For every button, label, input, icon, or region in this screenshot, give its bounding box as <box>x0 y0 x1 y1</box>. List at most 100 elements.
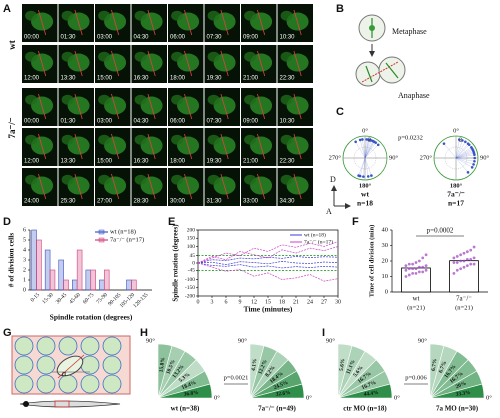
polar-ray <box>364 139 370 159</box>
spindle-axis <box>257 173 266 200</box>
spindle-axis <box>184 93 193 120</box>
timestamp: 09:00 <box>243 35 259 41</box>
cell <box>171 10 184 21</box>
cell <box>98 174 111 185</box>
cell <box>244 10 257 21</box>
data-point <box>462 251 466 255</box>
row-label: wt <box>7 40 17 50</box>
y-tick-label: -150 <box>185 285 195 291</box>
x-tick-label: 120-135 <box>132 292 149 309</box>
timestamp: 04:30 <box>134 35 150 41</box>
spindle-axis <box>184 133 193 160</box>
y-tick-label: 0 <box>192 260 195 266</box>
metaphase-cell <box>358 14 386 42</box>
pie-title: wt (n=38) <box>171 405 200 413</box>
pie-title: 7a MO (n=30) <box>436 405 479 413</box>
cell <box>25 174 38 185</box>
legend-label: wt (n=18) <box>304 231 326 238</box>
pie-title: ctr MO (n=18) <box>343 405 387 413</box>
angle-label: 180° <box>450 182 463 189</box>
y-tick-label: 6 <box>23 227 26 233</box>
cell <box>171 174 184 185</box>
radius-label: 2 <box>459 137 462 143</box>
pie-label: 12.2% <box>257 359 268 375</box>
data-point <box>407 267 411 271</box>
spindle-axis <box>220 133 229 160</box>
timestamp: 15:00 <box>97 76 113 82</box>
angle-label: 90° <box>389 154 399 161</box>
spindle-axis <box>111 9 120 36</box>
pie-sector <box>429 383 485 399</box>
polar-ray <box>364 157 369 177</box>
polar-ray <box>455 143 469 159</box>
bar <box>103 269 110 291</box>
x-tick-label: 45-60 <box>68 292 81 305</box>
pie-label: 15.8% <box>159 357 167 373</box>
spindle-axis <box>74 173 83 200</box>
panel-label: G <box>3 327 12 339</box>
angle-label: 90° <box>238 337 248 344</box>
bar <box>49 269 56 291</box>
polar-ray <box>364 139 369 159</box>
timestamp: 21:00 <box>243 76 259 82</box>
angle-label: 180° <box>359 182 372 189</box>
angle-label: 0° <box>306 394 312 401</box>
cell <box>244 174 257 185</box>
x-tick-label: 6 <box>225 299 228 305</box>
pie-label: 6.7% <box>431 358 439 371</box>
polar-ray <box>364 144 379 159</box>
panel-label: H <box>140 327 148 339</box>
spindle-axis <box>147 9 156 36</box>
cell <box>244 51 257 62</box>
pie-label: 24.5% <box>273 380 289 391</box>
pie-label: 36.8% <box>183 390 199 398</box>
data-point <box>411 267 415 271</box>
y-tick-label: 4 <box>23 247 26 253</box>
polar-ray <box>455 148 473 159</box>
polar-ray <box>364 141 375 159</box>
timestamp: 03:00 <box>97 35 113 41</box>
panel-label: C <box>336 106 344 118</box>
timestamp: 18:00 <box>170 76 186 82</box>
cell <box>244 134 257 145</box>
cell <box>98 94 111 105</box>
spindle-axis <box>38 9 47 36</box>
angle-label: 0° <box>486 394 492 401</box>
polar-point <box>472 151 476 155</box>
larva <box>19 400 121 408</box>
cell <box>98 10 111 21</box>
x-tick-label: 27 <box>321 299 327 305</box>
timestamp: 21:00 <box>243 159 259 165</box>
timestamp: 12:00 <box>24 76 40 82</box>
polar-ray <box>455 157 474 165</box>
x-tick-label: 21 <box>293 299 299 305</box>
polar-ray <box>364 140 374 159</box>
spindle-axis <box>257 9 266 36</box>
series-line <box>197 262 339 282</box>
pie-label: 5.6% <box>339 358 347 371</box>
data-point <box>465 264 469 268</box>
polar-point <box>457 138 461 141</box>
spindle-axis <box>38 50 47 77</box>
stage-label: Anaphase <box>398 91 430 100</box>
data-point <box>462 265 466 269</box>
timestamp: 16:30 <box>134 76 150 82</box>
pie-label: 10.5% <box>165 359 176 375</box>
polar-point <box>470 166 474 169</box>
angle-label: 90° <box>146 337 156 344</box>
cell <box>171 51 184 62</box>
spindle-axis <box>220 173 229 200</box>
data-point <box>455 261 459 264</box>
spindle-axis <box>147 173 156 200</box>
y-tick-label: 45 <box>190 253 196 259</box>
spindle-axis <box>147 133 156 160</box>
data-point <box>472 262 476 266</box>
pie-label: 44.4% <box>363 390 379 398</box>
data-point <box>404 275 408 278</box>
p-value: p=0.0232 <box>398 134 423 141</box>
polar-point <box>473 159 476 163</box>
cell <box>61 134 74 145</box>
series-line <box>197 246 339 264</box>
radius-label: 2 <box>368 137 371 143</box>
